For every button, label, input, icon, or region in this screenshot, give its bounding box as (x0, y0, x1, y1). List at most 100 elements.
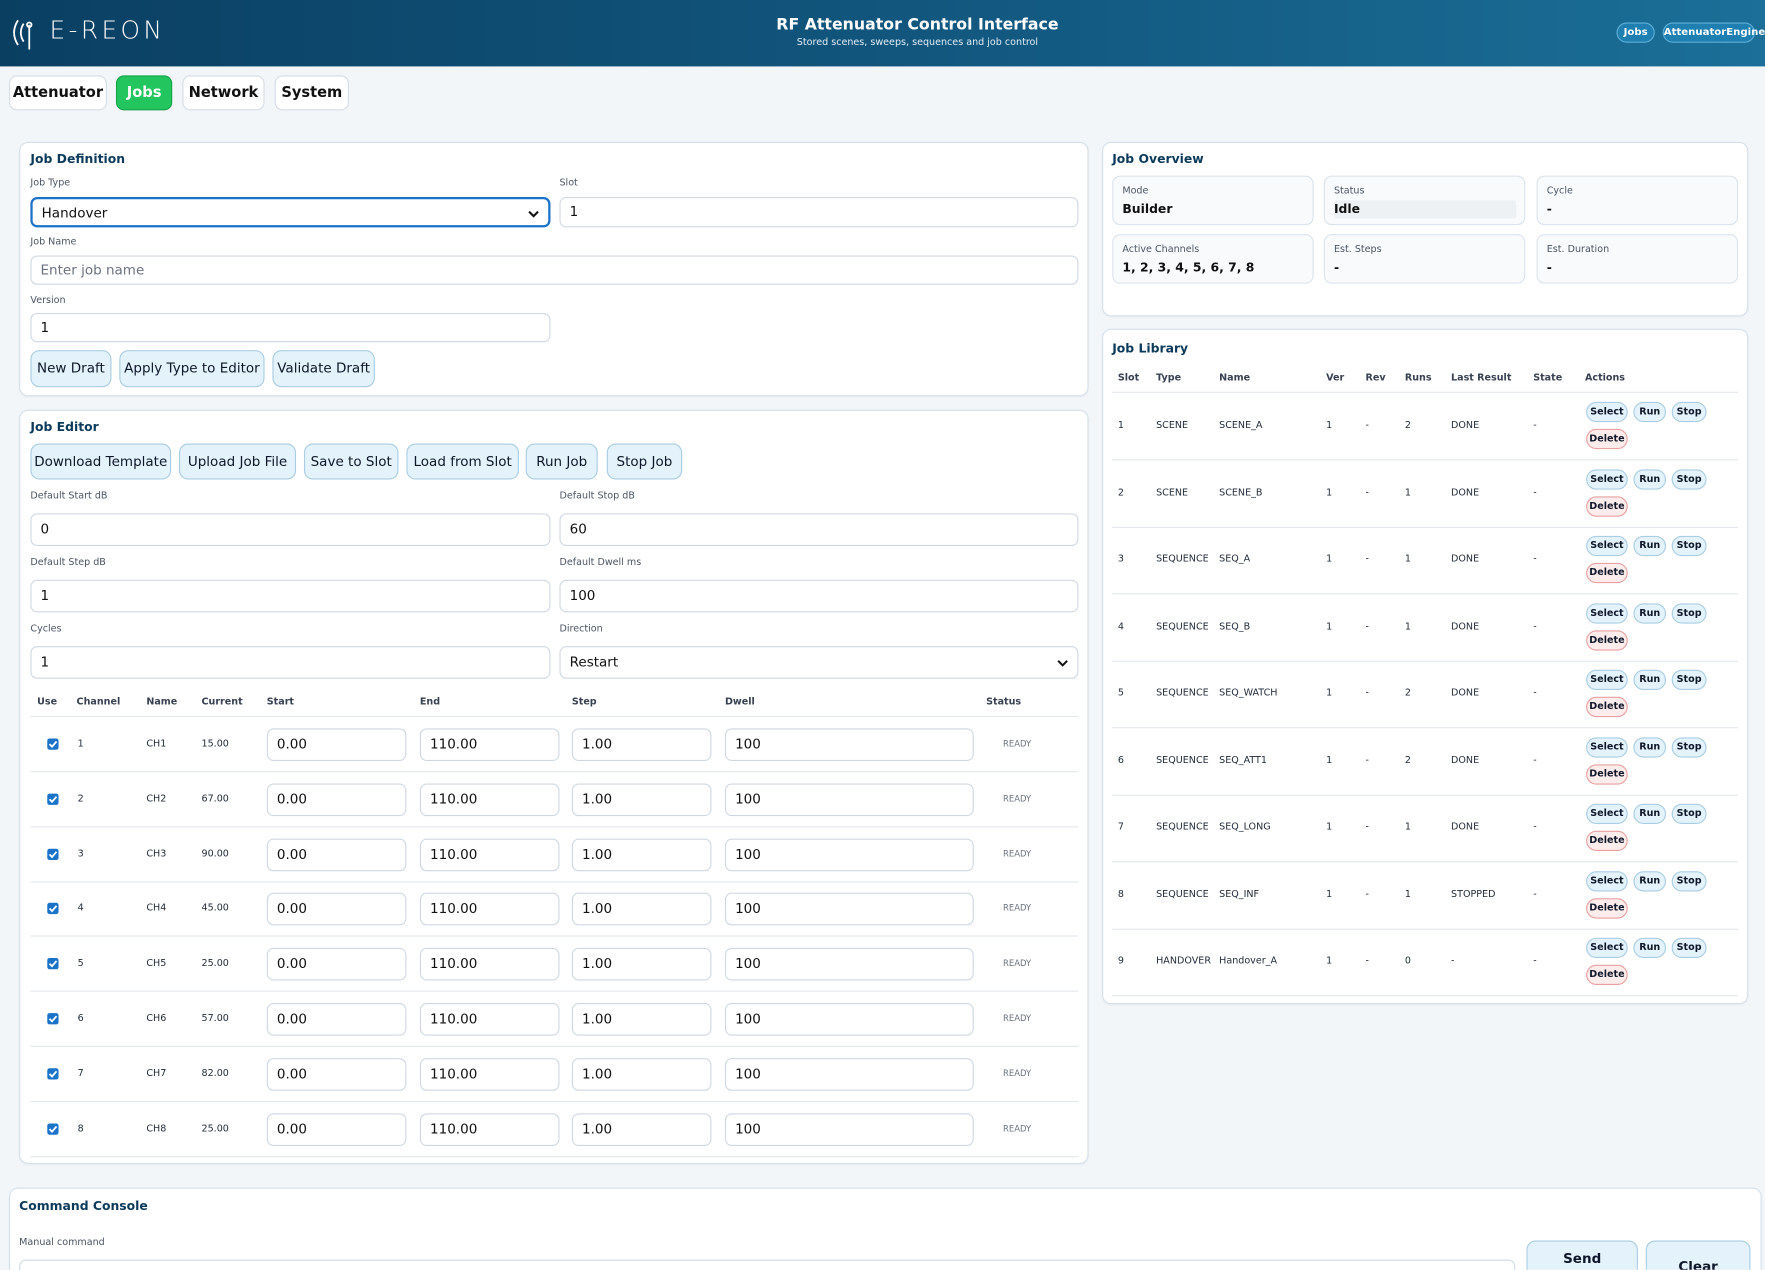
input[interactable]: 100 (724, 728, 974, 761)
action-button[interactable]: Stop (1671, 669, 1707, 691)
action-button[interactable]: Select (1586, 870, 1628, 891)
input[interactable]: 0.00 (266, 728, 407, 761)
action-button[interactable]: Run (1633, 602, 1667, 624)
action-button[interactable]: Delete (1586, 629, 1628, 651)
input[interactable]: 1 (30, 312, 551, 343)
tab[interactable]: System (274, 75, 349, 111)
checkbox[interactable] (47, 738, 59, 750)
input[interactable]: 110.00 (419, 1057, 560, 1091)
input[interactable]: 1.00 (571, 783, 712, 816)
input[interactable]: 110.00 (419, 1112, 560, 1146)
checkbox[interactable] (47, 848, 59, 860)
input[interactable]: 1.00 (571, 1002, 712, 1036)
input[interactable]: 1 (30, 579, 551, 613)
action-button[interactable]: Select (1586, 937, 1628, 958)
badge[interactable]: Jobs (1616, 22, 1655, 43)
action-button[interactable]: Delete (1586, 964, 1628, 985)
tab[interactable]: Attenuator (9, 75, 107, 111)
action-button[interactable]: Delete (1586, 763, 1628, 785)
action-button[interactable]: Run (1633, 937, 1667, 958)
input[interactable]: 110.00 (419, 783, 560, 816)
action-button[interactable]: Run (1633, 468, 1667, 490)
checkbox[interactable] (47, 1122, 59, 1135)
input[interactable]: 110.00 (419, 1002, 560, 1036)
select[interactable]: Restart (559, 646, 1079, 679)
action-button[interactable]: Select (1586, 468, 1628, 490)
input[interactable]: 0 (30, 513, 551, 546)
input[interactable]: 100 (559, 579, 1079, 613)
input[interactable]: 1.00 (571, 838, 712, 871)
input[interactable]: 100 (724, 1112, 974, 1146)
input[interactable]: 110.00 (419, 728, 560, 761)
input[interactable]: 0.00 (266, 1112, 407, 1146)
input[interactable]: 1 (30, 646, 551, 679)
button[interactable]: Run Job (525, 443, 598, 480)
action-button[interactable]: Stop (1671, 937, 1707, 958)
action-button[interactable]: Select (1586, 669, 1628, 691)
action-button[interactable]: Delete (1586, 897, 1628, 919)
action-button[interactable]: Delete (1586, 830, 1628, 852)
checkbox[interactable] (47, 958, 59, 970)
action-button[interactable]: Delete (1586, 562, 1628, 584)
input[interactable]: 0.00 (266, 1002, 407, 1036)
button[interactable]: Stop Job (606, 443, 683, 480)
button[interactable]: Upload Job File (178, 443, 297, 480)
action-button[interactable]: Delete (1586, 495, 1628, 517)
input[interactable]: 0.00 (266, 948, 407, 981)
input[interactable]: 0.00 (266, 783, 407, 816)
input[interactable]: 100 (724, 948, 974, 981)
checkbox[interactable] (47, 1068, 59, 1080)
input[interactable]: 0.00 (266, 893, 407, 926)
action-button[interactable]: Select (1586, 736, 1628, 758)
action-button[interactable]: Stop (1671, 401, 1707, 423)
tab[interactable]: Network (182, 75, 265, 111)
input[interactable]: 110.00 (419, 838, 560, 871)
action-button[interactable]: Stop (1671, 468, 1707, 490)
input[interactable] (19, 1259, 1516, 1270)
action-button[interactable]: Stop (1671, 535, 1707, 557)
input[interactable]: 0.00 (266, 838, 407, 871)
input[interactable]: 1 (559, 196, 1079, 228)
input[interactable]: 1.00 (571, 1057, 712, 1091)
action-button[interactable]: Select (1586, 401, 1628, 423)
button[interactable]: Validate Draft (272, 350, 375, 388)
input[interactable]: 1.00 (571, 728, 712, 761)
action-button[interactable]: Stop (1671, 803, 1707, 825)
input[interactable]: 1.00 (571, 893, 712, 926)
button[interactable]: Apply Type to Editor (119, 350, 265, 388)
checkbox[interactable] (47, 793, 59, 805)
button[interactable]: Load from Slot (406, 443, 519, 480)
input[interactable]: 1.00 (571, 948, 712, 981)
action-button[interactable]: Select (1586, 803, 1628, 825)
action-button[interactable]: Delete (1586, 696, 1628, 718)
input[interactable]: 100 (724, 1002, 974, 1036)
action-button[interactable]: Delete (1586, 428, 1628, 450)
input[interactable]: 100 (724, 783, 974, 816)
select[interactable]: Handover (30, 196, 551, 228)
input[interactable]: 100 (724, 893, 974, 926)
action-button[interactable]: Run (1633, 736, 1667, 758)
button[interactable]: Save to Slot (303, 443, 399, 480)
tab[interactable]: Jobs (115, 75, 173, 111)
badge[interactable]: AttenuatorEngine (1662, 22, 1765, 43)
action-button[interactable]: Run (1633, 535, 1667, 557)
input[interactable]: 100 (724, 838, 974, 871)
button[interactable]: Send (1526, 1240, 1638, 1270)
input[interactable]: 1.00 (571, 1112, 712, 1146)
action-button[interactable]: Stop (1671, 602, 1707, 624)
button[interactable]: New Draft (30, 350, 112, 388)
action-button[interactable]: Select (1586, 535, 1628, 557)
input[interactable]: 60 (559, 513, 1079, 546)
action-button[interactable]: Run (1633, 669, 1667, 691)
input[interactable]: 110.00 (419, 893, 560, 926)
button[interactable]: Clear (1645, 1240, 1751, 1270)
input[interactable]: 100 (724, 1057, 974, 1091)
input[interactable]: 0.00 (266, 1057, 407, 1091)
checkbox[interactable] (47, 1013, 59, 1025)
action-button[interactable]: Run (1633, 401, 1667, 423)
checkbox[interactable] (47, 903, 59, 915)
input[interactable]: Enter job name (30, 255, 1079, 285)
action-button[interactable]: Select (1586, 602, 1628, 624)
button[interactable]: Download Template (30, 443, 172, 480)
action-button[interactable]: Run (1633, 870, 1667, 891)
